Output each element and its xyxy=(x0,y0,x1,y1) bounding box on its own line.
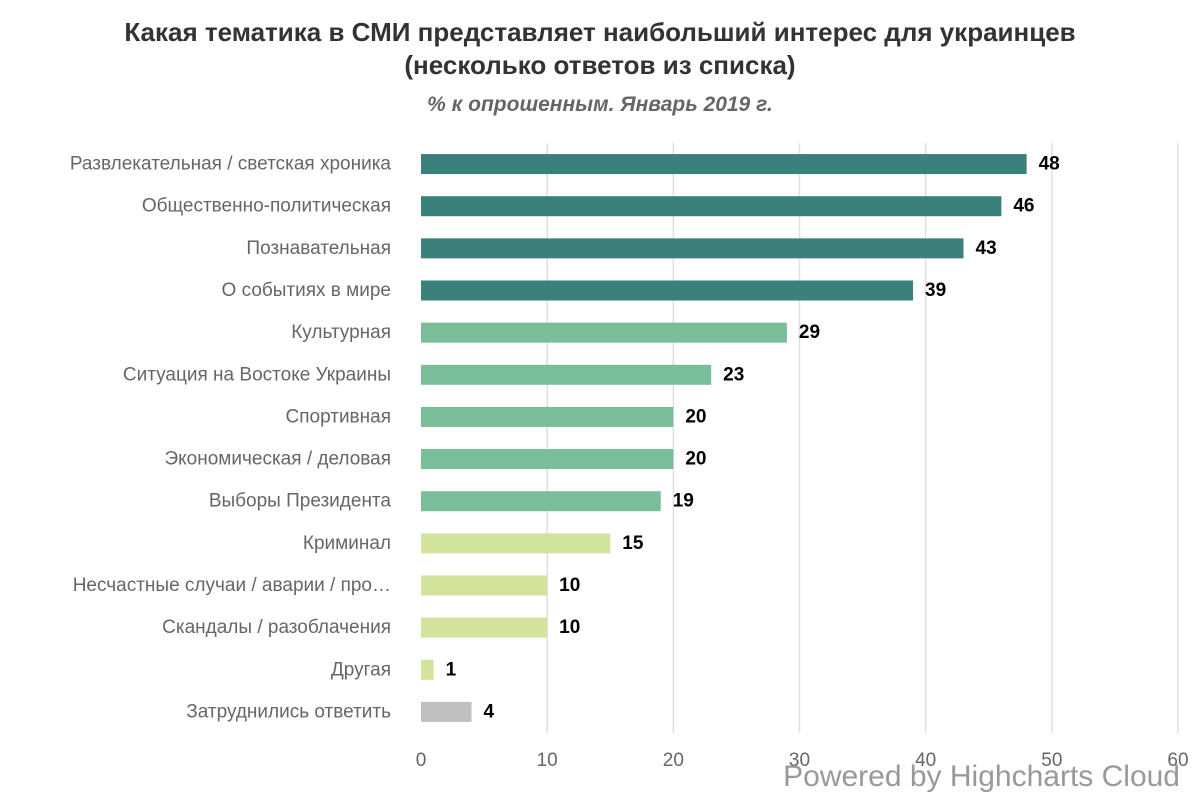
category-label: Общественно-политическая xyxy=(142,196,391,217)
x-tick-label: 50 xyxy=(1041,750,1062,771)
bar xyxy=(421,238,964,259)
category-label: Несчастные случаи / аварии / про… xyxy=(73,575,391,596)
highcharts-credit-link[interactable]: Powered by Highcharts Cloud xyxy=(783,760,1180,793)
category-label: Выборы Президента xyxy=(209,491,392,512)
data-label: 48 xyxy=(1039,154,1060,175)
bar xyxy=(421,196,1002,217)
category-label: Скандалы / разоблачения xyxy=(162,617,391,638)
data-label: 19 xyxy=(673,491,694,512)
category-label: Культурная xyxy=(291,322,391,343)
x-tick-label: 0 xyxy=(416,750,427,771)
bar xyxy=(421,617,548,638)
chart-title-line-1: Какая тематика в СМИ представляет наибол… xyxy=(124,17,1076,47)
bar xyxy=(421,406,674,427)
data-label: 46 xyxy=(1013,196,1034,217)
category-label: Криминал xyxy=(303,533,391,554)
data-label: 39 xyxy=(925,280,946,301)
category-label: Спортивная xyxy=(286,406,391,427)
bar xyxy=(421,491,661,512)
category-label: Познавательная xyxy=(246,238,391,259)
bar xyxy=(421,364,712,385)
category-label: Экономическая / деловая xyxy=(165,449,392,470)
bar xyxy=(421,575,548,596)
category-label: Развлекательная / светская хроника xyxy=(70,154,392,175)
data-label: 15 xyxy=(622,533,644,554)
chart-title-line-2: (несколько ответов из списка) xyxy=(404,50,796,80)
data-label: 4 xyxy=(483,701,494,722)
data-label: 23 xyxy=(723,364,744,385)
x-tick-label: 10 xyxy=(537,750,558,771)
x-tick-label: 20 xyxy=(663,750,684,771)
bar xyxy=(421,280,914,301)
x-tick-label: 60 xyxy=(1167,750,1188,771)
category-label: Другая xyxy=(331,659,391,680)
data-label: 29 xyxy=(799,322,820,343)
data-label: 10 xyxy=(559,617,580,638)
chart-subtitle: % к опрошенным. Январь 2019 г. xyxy=(427,93,773,116)
data-label: 20 xyxy=(685,406,706,427)
bar xyxy=(421,154,1027,175)
data-label: 20 xyxy=(685,449,706,470)
category-label: О событиях в мире xyxy=(222,280,391,301)
category-label: Затруднились ответить xyxy=(186,701,391,722)
bar xyxy=(421,533,611,554)
x-tick-label: 40 xyxy=(915,750,936,771)
bar xyxy=(421,701,472,722)
category-label: Ситуация на Востоке Украины xyxy=(123,364,391,385)
chart-title: Какая тематика в СМИ представляет наибол… xyxy=(0,16,1200,82)
data-label: 43 xyxy=(976,238,997,259)
data-label: 1 xyxy=(446,659,457,680)
bar xyxy=(421,449,674,470)
bar xyxy=(421,659,434,680)
data-label: 10 xyxy=(559,575,580,596)
bar xyxy=(421,322,787,343)
x-tick-label: 30 xyxy=(789,750,810,771)
